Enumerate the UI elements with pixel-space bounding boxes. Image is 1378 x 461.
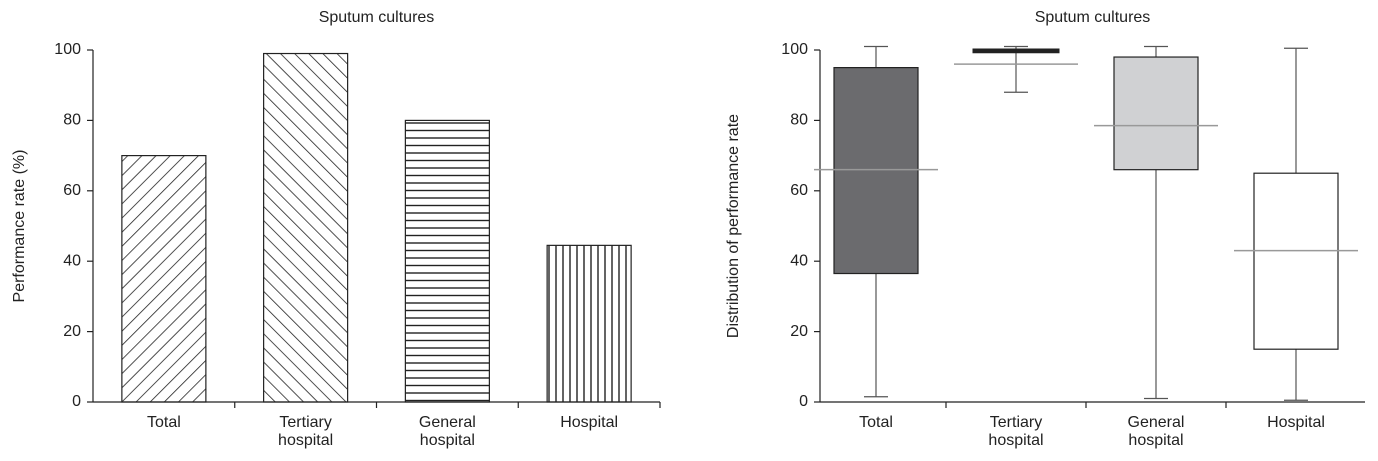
y-tick-label: 40 [790, 252, 808, 269]
bar [121, 155, 207, 403]
x-tick-label: Total [859, 414, 893, 431]
y-tick-label: 80 [63, 112, 81, 129]
x-tick-label: Hospital [1267, 414, 1325, 431]
y-tick-label: 40 [63, 252, 81, 269]
x-tick-label: Tertiary hospital [988, 414, 1044, 449]
x-tick-label: Tertiary hospital [278, 414, 334, 449]
bar [546, 244, 632, 403]
y-tick-label: 60 [63, 182, 81, 199]
chart-title: Sputum cultures [319, 9, 435, 26]
y-tick-label: 20 [63, 323, 81, 340]
bar [263, 52, 349, 403]
y-tick-label: 20 [790, 323, 808, 340]
y-tick-label: 80 [790, 112, 808, 129]
y-axis-label: Distribution of performance rate [725, 114, 742, 338]
y-tick-label: 0 [72, 393, 81, 410]
x-tick-label: General hospital [418, 414, 476, 449]
box [833, 66, 919, 275]
chart-title: Sputum cultures [1035, 9, 1151, 26]
box [1113, 56, 1199, 171]
y-tick-label: 60 [790, 182, 808, 199]
bar [404, 119, 490, 403]
y-tick-label: 100 [54, 41, 81, 58]
y-axis-label: Performance rate (%) [11, 150, 28, 303]
x-tick-label: Total [146, 414, 181, 431]
x-tick-label: General hospital [1127, 414, 1185, 449]
box [972, 48, 1060, 54]
y-tick-label: 0 [799, 393, 808, 410]
x-tick-label: Hospital [560, 414, 619, 431]
box [1253, 172, 1339, 350]
y-tick-label: 100 [781, 41, 808, 58]
